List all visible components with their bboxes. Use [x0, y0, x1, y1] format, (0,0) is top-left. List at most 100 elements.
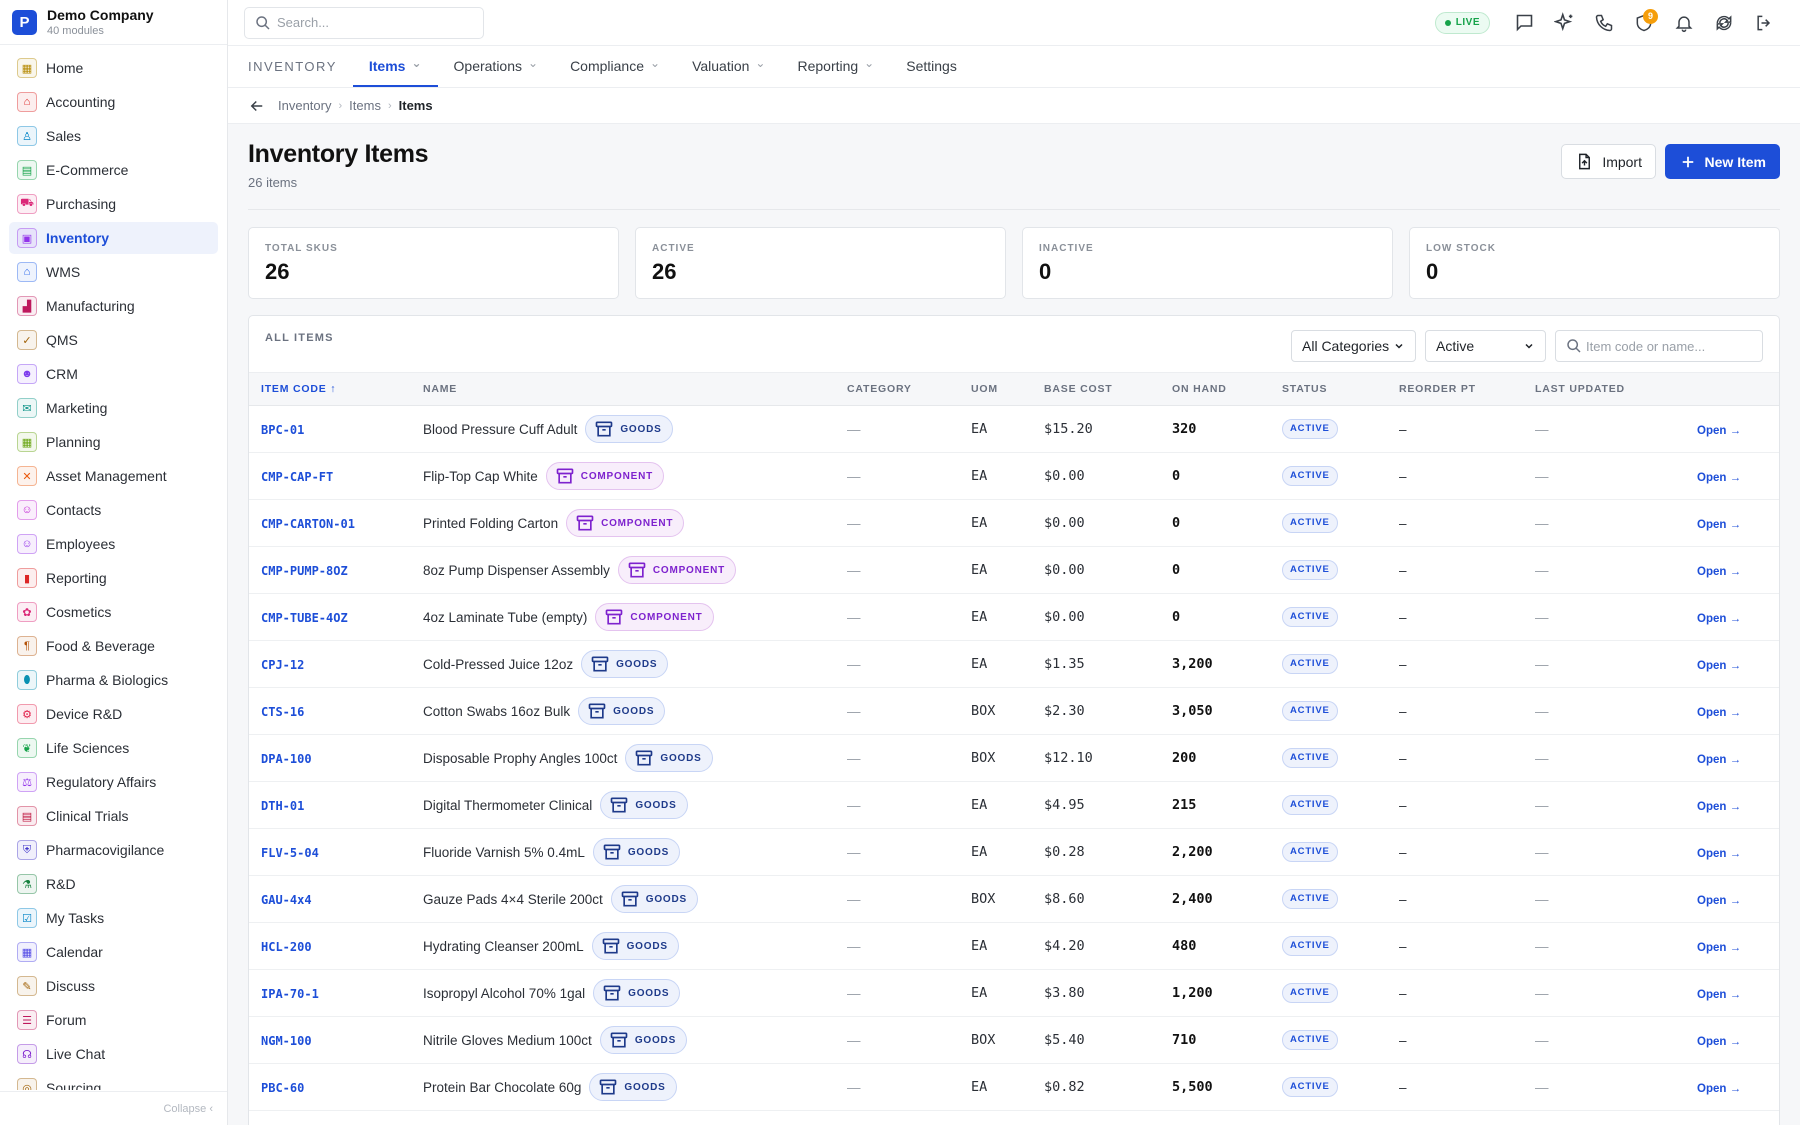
import-button[interactable]: Import [1561, 144, 1656, 179]
open-item-link[interactable]: Open → [1697, 612, 1742, 625]
item-code[interactable]: CMP-PUMP-8OZ [261, 563, 348, 578]
breadcrumb-inventory[interactable]: Inventory [278, 98, 332, 113]
sidebar-item-sourcing[interactable]: ◎ Sourcing [9, 1072, 218, 1090]
brand[interactable]: P Demo Company 40 modules [0, 0, 227, 45]
item-code[interactable]: CTS-16 [261, 704, 305, 719]
sidebar-item-pharmacovigilance[interactable]: ⛨ Pharmacovigilance [9, 834, 218, 866]
sidebar-item-life-sciences[interactable]: ❦ Life Sciences [9, 732, 218, 764]
category-filter-select[interactable]: All Categories [1291, 330, 1416, 362]
table-row[interactable]: DPA-100 Disposable Prophy Angles 100ct GOO… [249, 735, 1779, 782]
item-code[interactable]: DPA-100 [261, 751, 312, 766]
open-item-link[interactable]: Open → [1697, 424, 1742, 437]
sidebar-item-my-tasks[interactable]: ☑ My Tasks [9, 902, 218, 934]
open-item-link[interactable]: Open → [1697, 518, 1742, 531]
sidebar-item-live-chat[interactable]: ☊ Live Chat [9, 1038, 218, 1070]
item-code[interactable]: CMP-CAP-FT [261, 469, 334, 484]
open-item-link[interactable]: Open → [1697, 847, 1742, 860]
switch-company-button[interactable] [1704, 7, 1744, 39]
open-item-link[interactable]: Open → [1697, 753, 1742, 766]
item-code[interactable]: CMP-TUBE-4OZ [261, 610, 348, 625]
sidebar-item-manufacturing[interactable]: ▟ Manufacturing [9, 290, 218, 322]
chat-button[interactable] [1504, 7, 1544, 39]
table-row[interactable]: CTS-16 Cotton Swabs 16oz Bulk GOODS — BOX $2.… [249, 688, 1779, 735]
tasks-button[interactable]: 9 [1624, 7, 1664, 39]
sidebar-item-marketing[interactable]: ✉ Marketing [9, 392, 218, 424]
item-code[interactable]: PBC-60 [261, 1080, 305, 1095]
tab-compliance[interactable]: Compliance ⌄ [554, 46, 676, 87]
tab-settings[interactable]: Settings [890, 46, 973, 87]
back-button[interactable] [248, 97, 266, 115]
table-row[interactable]: CMP-CAP-FT Flip-Top Cap White COMPONENT — EA… [249, 453, 1779, 500]
sidebar-item-employees[interactable]: ☺ Employees [9, 528, 218, 560]
sidebar-item-r-d[interactable]: ⚗ R&D [9, 868, 218, 900]
open-item-link[interactable]: Open → [1697, 941, 1742, 954]
sidebar-item-food-beverage[interactable]: ¶ Food & Beverage [9, 630, 218, 662]
open-item-link[interactable]: Open → [1697, 988, 1742, 1001]
table-row[interactable]: PBC-60 Protein Bar Chocolate 60g GOODS — EA $… [249, 1064, 1779, 1111]
sidebar-item-device-r-d[interactable]: ⚙ Device R&D [9, 698, 218, 730]
new-item-button[interactable]: New Item [1664, 144, 1780, 179]
open-item-link[interactable]: Open → [1697, 471, 1742, 484]
notifications-button[interactable] [1664, 7, 1704, 39]
open-item-link[interactable]: Open → [1697, 800, 1742, 813]
item-code[interactable]: HCL-200 [261, 939, 312, 954]
sidebar-item-cosmetics[interactable]: ✿ Cosmetics [9, 596, 218, 628]
item-code[interactable]: FLV-5-04 [261, 845, 319, 860]
open-item-link[interactable]: Open → [1697, 1035, 1742, 1048]
table-row[interactable]: BPC-01 Blood Pressure Cuff Adult GOODS — EA $… [249, 406, 1779, 453]
item-code[interactable]: NGM-100 [261, 1033, 312, 1048]
table-row[interactable]: DTH-01 Digital Thermometer Clinical GOODS —… [249, 782, 1779, 829]
sidebar-item-discuss[interactable]: ✎ Discuss [9, 970, 218, 1002]
sidebar-item-clinical-trials[interactable]: ▤ Clinical Trials [9, 800, 218, 832]
item-code[interactable]: CMP-CARTON-01 [261, 516, 355, 531]
sidebar-item-calendar[interactable]: ▦ Calendar [9, 936, 218, 968]
sidebar-item-accounting[interactable]: ⌂ Accounting [9, 86, 218, 118]
sidebar-item-planning[interactable]: ▦ Planning [9, 426, 218, 458]
tab-operations[interactable]: Operations ⌄ [438, 46, 555, 87]
open-item-link[interactable]: Open → [1697, 565, 1742, 578]
ai-assistant-button[interactable] [1544, 7, 1584, 39]
sidebar-item-qms[interactable]: ✓ QMS [9, 324, 218, 356]
sidebar-item-crm[interactable]: ☻ CRM [9, 358, 218, 390]
table-row[interactable]: CMP-CARTON-01 Printed Folding Carton COMPO… [249, 500, 1779, 547]
sidebar-item-purchasing[interactable]: ⛟ Purchasing [9, 188, 218, 220]
breadcrumb-items[interactable]: Items [349, 98, 381, 113]
item-code[interactable]: BPC-01 [261, 422, 305, 437]
tab-reporting[interactable]: Reporting ⌄ [781, 46, 890, 87]
phone-button[interactable] [1584, 7, 1624, 39]
sidebar-item-forum[interactable]: ☰ Forum [9, 1004, 218, 1036]
status-filter-select[interactable]: Active [1425, 330, 1546, 362]
table-row[interactable]: GAU-4x4 Gauze Pads 4×4 Sterile 200ct GOODS… [249, 876, 1779, 923]
sidebar-item-sales[interactable]: ♙ Sales [9, 120, 218, 152]
item-code[interactable]: GAU-4x4 [261, 892, 312, 907]
sidebar-item-reporting[interactable]: ▮ Reporting [9, 562, 218, 594]
tab-items[interactable]: Items ⌄ [352, 46, 438, 87]
sidebar-item-regulatory-affairs[interactable]: ⚖ Regulatory Affairs [9, 766, 218, 798]
table-row[interactable]: CPJ-12 Cold-Pressed Juice 12oz GOODS — EA $1.… [249, 641, 1779, 688]
open-item-link[interactable]: Open → [1697, 706, 1742, 719]
sidebar-item-contacts[interactable]: ☺ Contacts [9, 494, 218, 526]
item-code[interactable]: DTH-01 [261, 798, 305, 813]
open-item-link[interactable]: Open → [1697, 894, 1742, 907]
table-row[interactable]: NGM-100 Nitrile Gloves Medium 100ct GOODS —… [249, 1017, 1779, 1064]
table-row[interactable]: FLV-5-04 Fluoride Varnish 5% 0.4mL GOODS — E… [249, 829, 1779, 876]
sidebar-item-e-commerce[interactable]: ▤ E-Commerce [9, 154, 218, 186]
collapse-sidebar-button[interactable]: Collapse ‹ [0, 1091, 227, 1125]
item-code[interactable]: IPA-70-1 [261, 986, 319, 1001]
open-item-link[interactable]: Open → [1697, 1082, 1742, 1095]
item-search-input[interactable]: Item code or name... [1555, 330, 1763, 362]
logout-button[interactable] [1744, 7, 1784, 39]
table-row[interactable]: CMP-PUMP-8OZ 8oz Pump Dispenser Assembly C… [249, 547, 1779, 594]
sidebar-item-asset-management[interactable]: ✕ Asset Management [9, 460, 218, 492]
sidebar-item-pharma-biologics[interactable]: ⬮ Pharma & Biologics [9, 664, 218, 696]
table-row[interactable]: HCL-200 Hydrating Cleanser 200mL GOODS — EA $… [249, 923, 1779, 970]
global-search-input[interactable]: Search... [244, 6, 484, 39]
table-row[interactable]: CMP-TUBE-4OZ 4oz Laminate Tube (empty) COM… [249, 594, 1779, 641]
item-code[interactable]: CPJ-12 [261, 657, 305, 672]
tab-valuation[interactable]: Valuation ⌄ [676, 46, 781, 87]
open-item-link[interactable]: Open → [1697, 659, 1742, 672]
sidebar-item-home[interactable]: ▦ Home [9, 52, 218, 84]
sidebar-item-inventory[interactable]: ▣ Inventory [9, 222, 218, 254]
column-header[interactable]: ITEM CODE ↑ [261, 383, 337, 395]
sidebar-item-wms[interactable]: ⌂ WMS [9, 256, 218, 288]
